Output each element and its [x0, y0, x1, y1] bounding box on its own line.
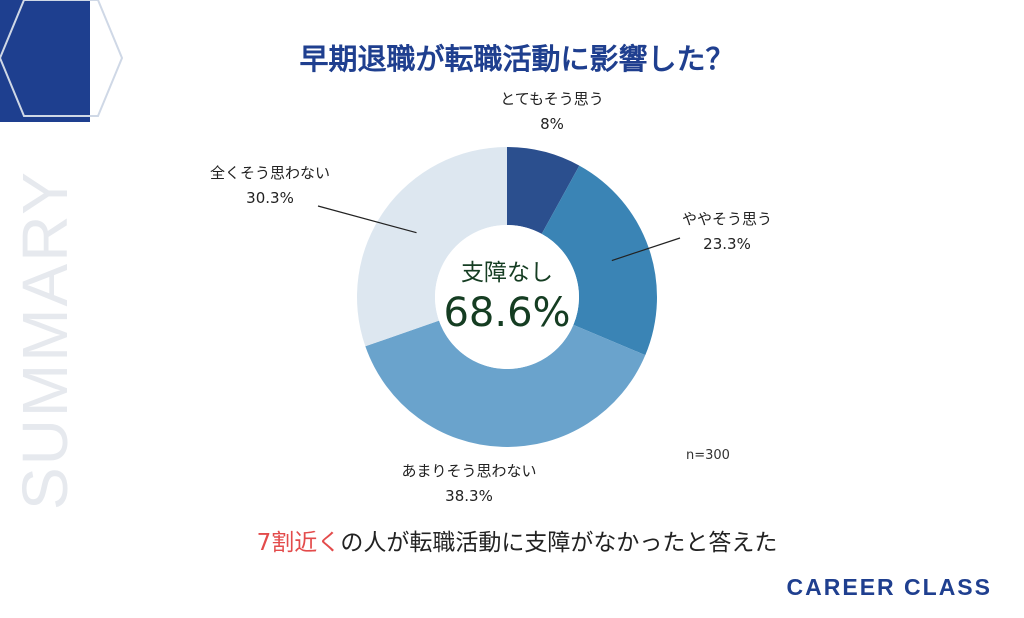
slice-label-not-at-all: 全くそう思わない: [210, 164, 330, 182]
caption-highlight: 7割近く: [256, 530, 341, 556]
slice-label-very-much: とてもそう思う: [500, 90, 604, 108]
brand-logo-text: CAREER CLASS: [786, 574, 992, 600]
sample-size: n=300: [686, 448, 730, 463]
slice-value-very-much: 8%: [540, 115, 564, 133]
hexagon-outline: [0, 0, 124, 117]
caption: 7割近くの人が転職活動に支障がなかったと答えた: [0, 523, 1024, 557]
slice-not-much: [365, 320, 646, 448]
leader-line-somewhat: [611, 237, 681, 262]
slice-label-not-much: あまりそう思わない: [401, 462, 536, 480]
slice-value-not-much: 38.3%: [445, 487, 493, 505]
center-value: 68.6%: [443, 290, 570, 336]
chart-title: 早期退職が転職活動に影響した？: [299, 42, 735, 76]
slice-somewhat: [541, 165, 658, 356]
slice-not-at-all: [357, 147, 507, 347]
center-label: 支障なし: [461, 260, 553, 286]
hexagon-decoration: [0, 0, 124, 122]
slice-value-somewhat: 23.3%: [703, 235, 751, 253]
slice-value-not-at-all: 30.3%: [246, 189, 294, 207]
caption-text: の人が転職活動に支障がなかったと答えた: [340, 530, 778, 556]
donut-hole: [435, 225, 579, 369]
leader-line-not-at-all: [317, 205, 417, 234]
slice-label-somewhat: ややそう思う: [682, 210, 772, 228]
slice-very-much: [507, 147, 580, 234]
